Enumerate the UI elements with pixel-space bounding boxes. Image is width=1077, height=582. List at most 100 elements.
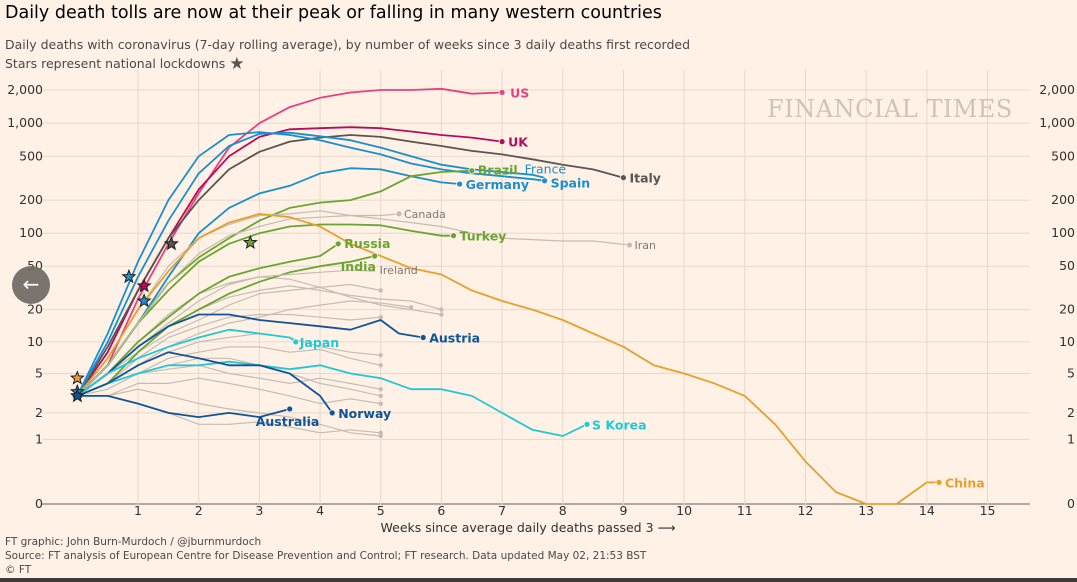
highlighted-series-group — [76, 87, 939, 505]
x-tick-label: 2 — [195, 503, 203, 518]
gridlines — [42, 70, 1030, 508]
y-tick-label-right: 20 — [1059, 302, 1075, 317]
x-tick-label: 8 — [559, 503, 567, 518]
x-tick-label: 13 — [858, 503, 874, 518]
x-tick-label: 15 — [980, 503, 996, 518]
chart-title: Daily death tolls are now at their peak … — [5, 3, 662, 23]
y-tick-label-left: 500 — [19, 148, 43, 163]
series-end-marker — [395, 210, 403, 218]
y-tick-label-left: 0 — [35, 496, 43, 511]
series-line-grey-8 — [77, 300, 412, 397]
x-tick-label: 11 — [737, 503, 753, 518]
series-line-grey-9 — [77, 346, 381, 397]
x-tick-label: 5 — [377, 503, 385, 518]
x-tick-label: 4 — [316, 503, 324, 518]
bottom-bar — [0, 578, 1077, 582]
series-end-marker — [626, 241, 633, 249]
series-label-uk: UK — [508, 135, 529, 150]
series-line-austria — [76, 313, 424, 397]
series-end-dot — [378, 314, 383, 320]
series-end-marker — [292, 338, 300, 346]
series-end-dot — [378, 433, 383, 439]
series-end-marker — [328, 409, 336, 417]
series-label-australia: Australia — [256, 414, 320, 429]
series-label-s-korea: S Korea — [592, 417, 647, 432]
x-tick-label: 14 — [919, 503, 935, 518]
series-end-dot — [439, 312, 444, 317]
series-end-marker — [541, 177, 548, 185]
series-line-norway — [76, 351, 333, 414]
y-tick-label-right: 10 — [1059, 334, 1075, 349]
y-tick-label-right: 100 — [1051, 225, 1075, 240]
series-end-dot — [378, 393, 383, 399]
series-end-marker — [583, 420, 591, 428]
series-end-dot — [378, 430, 383, 435]
series-label-austria: Austria — [429, 331, 480, 346]
star-icon: ★ — [229, 54, 245, 74]
series-line-japan — [76, 328, 297, 397]
lockdown-star-us — [69, 370, 85, 385]
lockdown-star-india — [242, 234, 258, 250]
x-tick-label: 9 — [619, 503, 627, 518]
y-tick-label-left: 20 — [27, 302, 43, 317]
credit-line: FT graphic: John Burn-Murdoch / @jburnmu… — [5, 536, 262, 548]
series-line-us — [76, 87, 503, 397]
x-tick-label: 10 — [676, 503, 692, 518]
series-end-dot — [378, 288, 383, 293]
series-line-russia — [76, 243, 339, 397]
series-line-italy — [76, 134, 624, 397]
y-tick-label-left: 1 — [35, 431, 43, 446]
series-line-s-korea — [76, 360, 588, 437]
series-label-russia: Russia — [344, 236, 390, 251]
y-tick-label-left: 10 — [27, 334, 43, 349]
x-axis: 1 2 3 4 5 6 7 8 9 10 11 12 13 14 15 — [134, 503, 995, 518]
series-end-marker — [419, 334, 427, 341]
y-tick-label-right: 50 — [1059, 258, 1075, 273]
series-end-marker — [334, 240, 342, 248]
x-tick-label: 6 — [437, 503, 445, 518]
series-end-dot — [378, 387, 383, 392]
series-line-spain — [76, 131, 545, 397]
series-end-marker — [468, 167, 476, 175]
back-arrow-button[interactable]: ← — [12, 266, 50, 304]
x-tick-label: 12 — [798, 503, 814, 518]
series-label-iran: Iran — [635, 239, 657, 252]
y-tick-label-left: 100 — [19, 225, 43, 240]
lockdown-star-norway — [69, 388, 85, 403]
y-tick-label-right: 1,000 — [1039, 115, 1075, 130]
y-tick-label-left: 200 — [19, 192, 43, 207]
star-legend-text: Stars represent national lockdowns — [5, 56, 226, 71]
series-end-dot — [378, 363, 383, 368]
series-label-us: US — [510, 85, 529, 100]
x-tick-label: 1 — [134, 503, 142, 518]
series-line-france — [76, 131, 545, 397]
series-end-dot — [378, 401, 383, 406]
y-tick-label-right: 2 — [1067, 405, 1075, 420]
source-line: Source: FT analysis of European Centre f… — [5, 550, 647, 562]
star-legend: Stars represent national lockdowns ★ — [5, 54, 245, 74]
y-tick-label-left: 5 — [35, 365, 43, 380]
ft-watermark: FINANCIAL TIMES — [767, 95, 1013, 123]
y-tick-label-right: 200 — [1051, 192, 1075, 207]
series-end-marker — [498, 89, 506, 96]
copyright: © FT — [5, 564, 32, 576]
series-line-turkey — [76, 223, 454, 397]
series-label-turkey: Turkey — [460, 229, 507, 244]
series-label-china: China — [945, 475, 985, 490]
series-label-japan: Japan — [299, 335, 339, 350]
y-tick-label-right: 1 — [1067, 431, 1075, 446]
series-end-marker — [371, 252, 379, 260]
series-end-marker — [450, 232, 457, 240]
y-tick-label-left: 1,000 — [7, 115, 43, 130]
series-end-marker — [456, 180, 464, 188]
series-line-brazil — [76, 169, 472, 397]
y-tick-label-right: 5 — [1067, 365, 1075, 380]
series-end-dot — [378, 352, 383, 358]
series-line-grey-10 — [77, 388, 381, 437]
series-line-australia — [77, 395, 290, 418]
x-tick-label: 7 — [498, 503, 506, 518]
series-label-brazil: Brazil — [478, 163, 518, 178]
